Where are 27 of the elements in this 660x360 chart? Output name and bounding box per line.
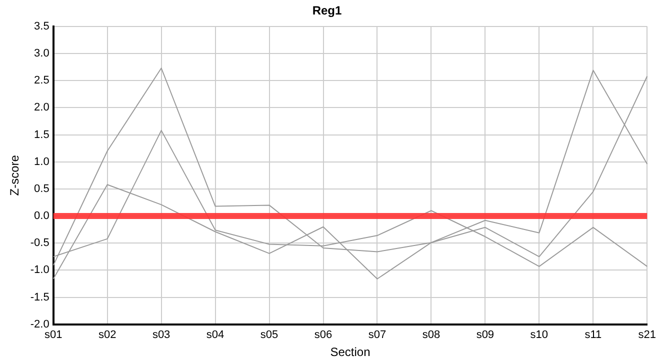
chart-title: Reg1 — [312, 4, 342, 18]
x-tick-label: s21 — [638, 329, 656, 342]
x-tick-label: s03 — [152, 329, 170, 342]
y-tick-label: 3.0 — [34, 48, 50, 60]
y-tick-label: -0.5 — [30, 237, 50, 250]
x-tick-label: s06 — [314, 329, 332, 342]
x-tick-label: s01 — [44, 329, 62, 342]
y-tick-label: 1.5 — [34, 128, 50, 141]
y-tick-label: -2.0 — [30, 318, 50, 330]
x-tick-label: s05 — [260, 329, 278, 342]
x-tick-label: s08 — [422, 329, 440, 342]
x-tick-label: s04 — [206, 329, 224, 342]
x-tick-label: s11 — [584, 329, 602, 342]
y-tick-label: -1.0 — [30, 264, 50, 276]
y-tick-label: 2.0 — [34, 102, 50, 114]
y-tick-label: 1.0 — [34, 156, 50, 168]
y-tick-label: 0.5 — [34, 182, 50, 195]
y-tick-label: 0.0 — [34, 210, 50, 222]
x-tick-label: s07 — [368, 329, 386, 342]
x-tick-label: s02 — [98, 329, 116, 342]
x-tick-label: s09 — [476, 329, 494, 342]
y-axis-title: Z-score — [8, 154, 22, 196]
y-tick-label: 2.5 — [34, 74, 50, 87]
y-tick-label: -1.5 — [30, 291, 50, 304]
y-tick-label: 3.5 — [34, 20, 50, 32]
x-tick-label: s10 — [530, 329, 548, 342]
x-axis-title: Section — [330, 345, 370, 360]
